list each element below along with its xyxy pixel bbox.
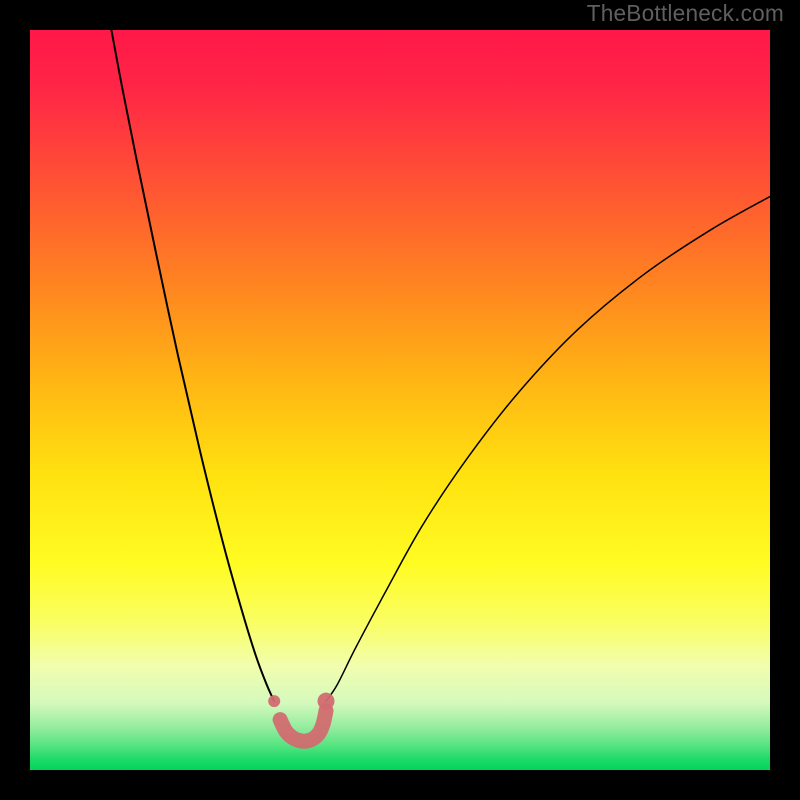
bottleneck-curve-right	[326, 197, 770, 702]
trough-marker-dot-0	[268, 695, 280, 707]
watermark-text: TheBottleneck.com	[587, 0, 784, 27]
trough-marker-worm	[280, 711, 326, 741]
chart-root: TheBottleneck.com	[0, 0, 800, 800]
plot-area	[30, 30, 770, 770]
bottleneck-curve-left	[111, 30, 274, 701]
chart-svg	[30, 30, 770, 770]
trough-marker-dot-1	[318, 693, 335, 710]
